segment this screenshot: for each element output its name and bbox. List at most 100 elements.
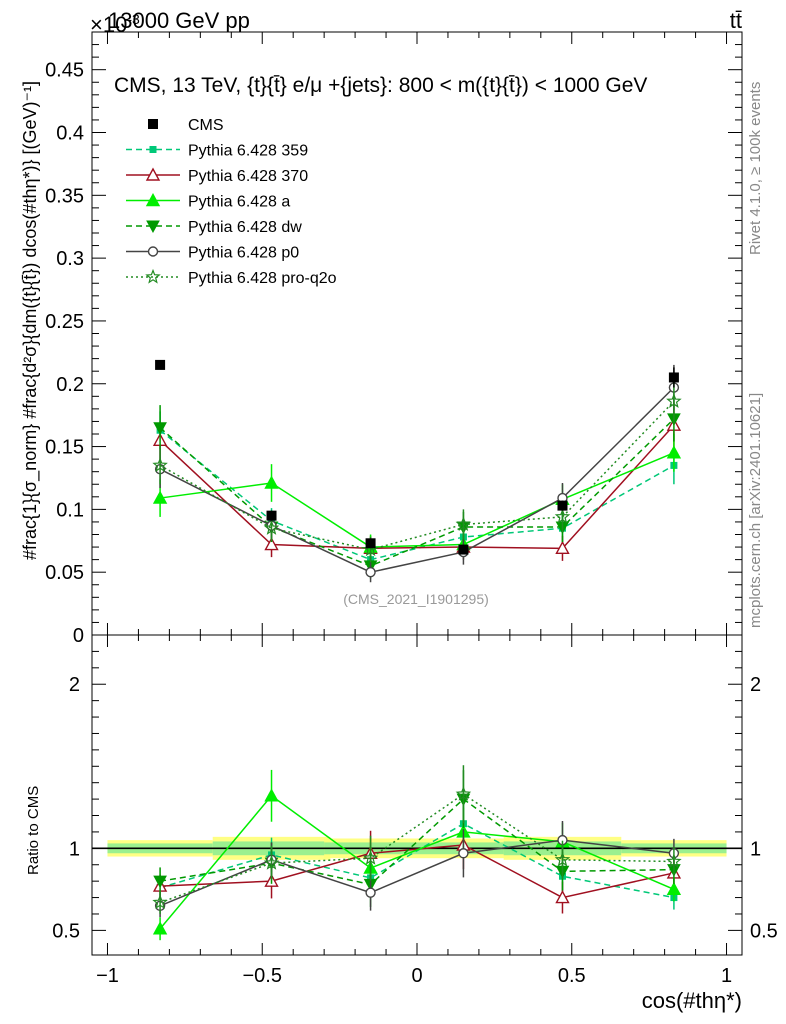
legend-label: Pythia 6.428 a [188,194,290,211]
series-3 [153,396,681,579]
data-point [365,538,376,549]
data-point [458,544,469,555]
legend-entry-1: Pythia 6.428 370 [126,167,308,185]
series-point [152,490,168,504]
main-panel [91,31,743,636]
x-axis-label: cos(#thη*) [642,988,742,1013]
ratio-series-5 [152,765,682,914]
ratio-point [152,921,168,935]
ratio-point [555,890,570,904]
ratio-frame [91,634,743,956]
y-tick-label: 0.1 [56,499,84,521]
x-tick-label: 0 [411,965,422,987]
y-tick-label: 0.2 [56,374,84,396]
watermark: (CMS_2021_I1901295) [343,591,489,607]
series-point [554,508,571,524]
y-tick-label: 0.15 [45,437,84,459]
ratio-series-line [159,839,674,907]
data-point [557,500,568,511]
series-2 [152,434,682,560]
ratio-point [666,881,682,896]
ratio-series-line [159,798,674,886]
legend-marker [149,146,157,153]
legend-entry-5: Pythia 6.428 pro-q2o [126,268,337,287]
y-tick-label: 0.25 [45,311,84,333]
y-tick-label: 0.45 [45,60,84,82]
series-point [152,457,168,473]
y-tick-label: 0 [73,625,84,647]
ratio-y-tick-label-right: 0.5 [750,920,778,942]
series-line [159,418,675,567]
ratio-series-line [160,844,675,899]
series-point [264,537,279,551]
legend-entry-0: Pythia 6.428 359 [126,143,308,160]
ratio-y-tick-label-right: 1 [750,838,761,860]
series-point [666,393,682,408]
ratio-point [152,894,168,910]
legend-label: CMS [188,117,224,134]
x-tick-label: −0.5 [242,965,281,987]
legend-marker [145,268,161,284]
ratio-series-line [159,794,675,930]
data-series [155,359,679,555]
series-point [555,540,570,555]
series-point [263,520,280,535]
ratio-y-tick-label: 0.5 [52,920,80,942]
ratio-y-tick-label: 2 [69,674,80,696]
legend-entry-2: Pythia 6.428 a [126,193,290,211]
legend-entry-4: Pythia 6.428 p0 [126,245,299,262]
series-point [365,566,376,578]
ratio-point [263,854,280,870]
y-axis-label: #frac{1}{σ_norm} #frac{d²σ}{dm({t}{t̄}) … [20,81,41,560]
data-point [266,510,277,521]
final-state-label: tt̄ [730,8,742,33]
legend-entry-cms: CMS [148,117,224,134]
x-tick-label: 0.5 [558,965,586,987]
ratio-point [365,887,376,898]
series-line [159,424,675,550]
mcplots-label: mcplots.cern.ch [arXiv:2401.10621] [747,393,764,628]
legend-label: Pythia 6.428 dw [188,219,302,236]
series-1 [152,402,682,561]
ratio-point [455,786,472,801]
legend-marker [146,220,160,234]
series-point [666,445,682,459]
ratio-point [554,851,571,867]
rivet-label: Rivet 4.1.0, ≥ 100k events [747,82,764,255]
ratio-point [458,848,469,859]
ratio-point [264,788,279,802]
legend-label: Pythia 6.428 pro-q2o [188,270,337,287]
data-point [155,359,166,370]
y-tick-label: 0.35 [45,185,84,207]
legend-marker [148,119,158,129]
legend-label: Pythia 6.428 p0 [188,245,299,262]
ratio-point [666,853,682,869]
ratio-point [153,875,167,889]
ratio-y-tick-label: 1 [69,838,80,860]
series-point [264,475,279,489]
ratio-series-line [159,822,675,899]
legend: CMS Pythia 6.428 359 Pythia 6.428 370 Pythi… [126,117,337,287]
series-point [455,516,472,532]
series-4 [154,364,680,583]
legend-marker [145,193,161,207]
series-line [159,429,675,561]
ratio-panel [91,634,743,956]
process-label: 13000 GeV pp [108,8,250,33]
legend-label: Pythia 6.428 359 [188,143,308,160]
series-point [153,422,167,435]
legend-marker [147,246,159,257]
chart-title: CMS, 13 TeV, {t}{t̄} e/μ +{jets}: 800 < … [114,74,647,97]
y-tick-label: 0.05 [45,562,84,584]
x-tick-label: −1 [96,965,119,987]
legend-marker [145,167,161,181]
ratio-point [362,850,379,865]
ratio-y-axis-label: Ratio to CMS [25,786,42,875]
legend-label: Pythia 6.428 370 [188,168,308,185]
ratio-y-tick-label-right: 2 [750,674,761,696]
legend-entry-3: Pythia 6.428 dw [126,219,302,236]
x-tick-label: 1 [721,965,732,987]
y-tick-label: 0.4 [56,123,84,145]
y-tick-label: 0.3 [56,248,84,270]
series-line [159,452,675,548]
